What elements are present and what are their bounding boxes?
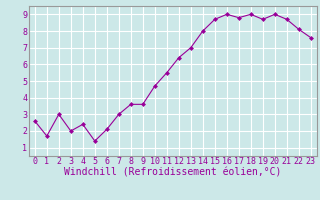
X-axis label: Windchill (Refroidissement éolien,°C): Windchill (Refroidissement éolien,°C) — [64, 168, 282, 178]
